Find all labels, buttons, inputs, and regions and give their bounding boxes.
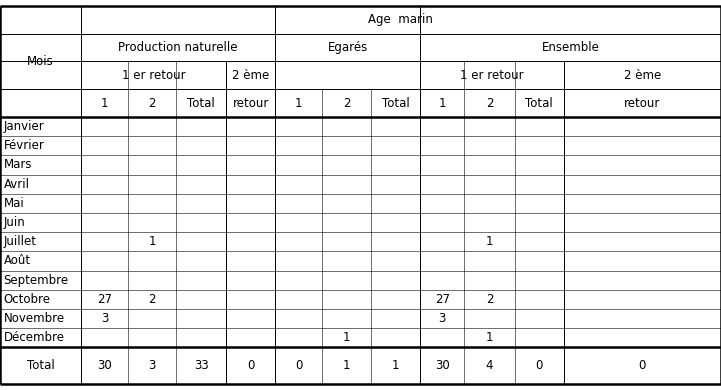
Text: 1: 1 [486, 331, 493, 344]
Text: 1: 1 [438, 97, 446, 110]
Text: Décembre: Décembre [4, 331, 65, 344]
Text: 30: 30 [435, 359, 450, 372]
Text: Octobre: Octobre [4, 293, 50, 306]
Text: 1: 1 [343, 331, 350, 344]
Text: 2: 2 [149, 293, 156, 306]
Text: Total: Total [382, 97, 410, 110]
Text: 1: 1 [392, 359, 399, 372]
Text: Avril: Avril [4, 178, 30, 191]
Text: retour: retour [624, 97, 660, 110]
Text: Production naturelle: Production naturelle [118, 41, 238, 54]
Text: Ensemble: Ensemble [541, 41, 600, 54]
Text: 1: 1 [486, 235, 493, 248]
Text: retour: retour [233, 97, 269, 110]
Text: Total: Total [187, 97, 215, 110]
Text: 0: 0 [536, 359, 543, 372]
Text: Age  marin: Age marin [368, 13, 433, 26]
Text: Mars: Mars [4, 158, 32, 172]
Text: Juillet: Juillet [4, 235, 37, 248]
Text: 1 er retour: 1 er retour [122, 69, 185, 82]
Text: Total: Total [526, 97, 553, 110]
Text: Novembre: Novembre [4, 312, 65, 325]
Text: 1: 1 [149, 235, 156, 248]
Text: Février: Février [4, 139, 45, 152]
Text: 33: 33 [194, 359, 208, 372]
Text: Juin: Juin [4, 216, 25, 229]
Text: 2: 2 [486, 97, 493, 110]
Text: 2 ème: 2 ème [232, 69, 270, 82]
Text: 1: 1 [295, 97, 303, 110]
Text: 27: 27 [97, 293, 112, 306]
Text: Août: Août [4, 255, 31, 268]
Text: 2: 2 [343, 97, 350, 110]
Text: 1 er retour: 1 er retour [460, 69, 524, 82]
Text: Mois: Mois [27, 55, 54, 68]
Text: 2: 2 [149, 97, 156, 110]
Text: 0: 0 [639, 359, 646, 372]
Text: Egarés: Egarés [328, 41, 368, 54]
Text: Total: Total [27, 359, 54, 372]
Text: 2 ème: 2 ème [624, 69, 661, 82]
Text: 27: 27 [435, 293, 450, 306]
Text: 30: 30 [97, 359, 112, 372]
Text: 0: 0 [295, 359, 303, 372]
Text: Septembre: Septembre [4, 274, 68, 287]
Text: 3: 3 [438, 312, 446, 325]
Text: 1: 1 [101, 97, 108, 110]
Text: 0: 0 [247, 359, 255, 372]
Text: 2: 2 [486, 293, 493, 306]
Text: 4: 4 [486, 359, 493, 372]
Text: 3: 3 [149, 359, 156, 372]
Text: 1: 1 [343, 359, 350, 372]
Text: Janvier: Janvier [4, 120, 45, 133]
Text: 3: 3 [101, 312, 108, 325]
Text: Mai: Mai [4, 197, 25, 210]
